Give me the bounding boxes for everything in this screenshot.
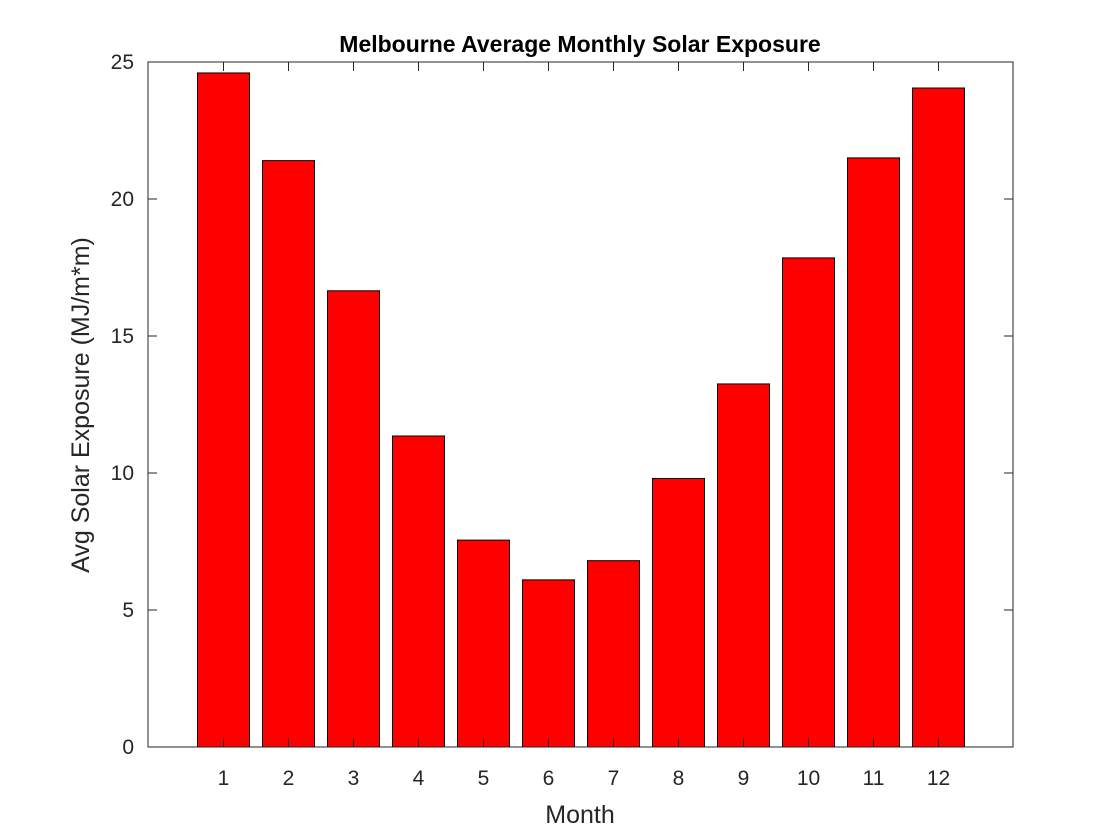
- x-tick-label: 1: [218, 767, 230, 790]
- chart-title: Melbourne Average Monthly Solar Exposure: [339, 31, 820, 57]
- y-tick-label: 25: [111, 51, 134, 74]
- bar-month-8: [652, 477, 705, 748]
- y-tick-label: 20: [111, 188, 134, 211]
- bar-month-12: [912, 87, 965, 748]
- bar-month-2: [262, 160, 315, 748]
- bar-month-3: [327, 290, 380, 748]
- bar-month-9: [717, 383, 770, 748]
- x-tick-label: 10: [797, 767, 820, 790]
- bar-month-10: [782, 257, 835, 748]
- x-tick-label: 9: [738, 767, 750, 790]
- x-tick-label: 3: [348, 767, 360, 790]
- y-tick-label: 15: [111, 325, 134, 348]
- axes-box: [147, 61, 1014, 748]
- x-tick-label: 8: [673, 767, 685, 790]
- bar-month-7: [587, 560, 640, 748]
- x-axis-label: Month: [545, 801, 614, 829]
- bar-month-11: [847, 157, 900, 748]
- bar-month-1: [197, 72, 250, 748]
- x-tick-label: 7: [608, 767, 620, 790]
- x-tick-label: 12: [927, 767, 950, 790]
- y-axis-label: Avg Solar Exposure (MJ/m*m): [67, 237, 95, 573]
- x-tick-label: 11: [863, 767, 885, 790]
- bar-month-4: [392, 435, 445, 748]
- x-tick-label: 2: [283, 767, 295, 790]
- y-tick-label: 10: [111, 462, 134, 485]
- x-tick-label: 5: [478, 767, 490, 790]
- y-tick-label: 0: [122, 736, 134, 759]
- x-tick-label: 6: [543, 767, 555, 790]
- bar-month-6: [522, 579, 575, 748]
- x-tick-label: 4: [413, 767, 425, 790]
- bar-month-5: [457, 539, 510, 748]
- y-tick-label: 5: [122, 599, 134, 622]
